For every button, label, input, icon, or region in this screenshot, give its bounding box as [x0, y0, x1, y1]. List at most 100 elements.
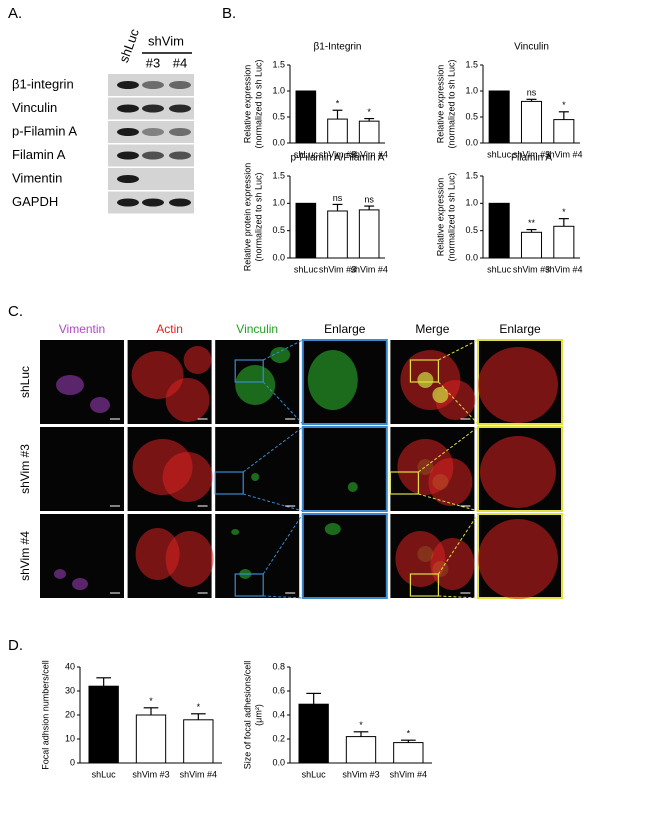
cell-signal: [251, 473, 260, 481]
cell-signal: [165, 531, 214, 587]
error-bar: [526, 228, 537, 233]
roi-link: [438, 339, 479, 361]
x-tick-label: shVim #4: [390, 769, 427, 779]
y-tick-label: 0: [70, 757, 75, 767]
cell-signal: [183, 346, 212, 374]
blot-strip: [108, 168, 194, 190]
micrograph: [215, 427, 300, 511]
y-tick-label: 0.0: [272, 252, 285, 262]
blot-band: [117, 175, 139, 183]
y-axis-label: Focal adhsion numbers/cell: [40, 660, 50, 770]
y-tick-label: 1.5: [272, 59, 285, 69]
significance-label: *: [407, 729, 411, 739]
x-tick-label: shVim #3: [342, 769, 379, 779]
cell-signal: [428, 458, 473, 506]
blot-band: [117, 151, 139, 160]
roi-link: [242, 426, 304, 473]
error-bar: [96, 677, 112, 687]
significance-label: **: [528, 218, 536, 228]
cell-signal: [54, 569, 66, 579]
error-bar: [526, 98, 537, 102]
y-tick-label: 1.0: [465, 198, 478, 208]
error-bar: [364, 205, 375, 210]
chart-title: Vinculin: [514, 42, 549, 53]
blot-band: [142, 128, 164, 136]
blot-strip: [108, 121, 194, 143]
blot-row-label: GAPDH: [12, 194, 58, 209]
x-tick-label: shLuc: [294, 264, 319, 274]
y-tick-label: 0.2: [272, 733, 285, 743]
column-header: Enlarge: [499, 322, 541, 336]
bar: [135, 714, 167, 764]
roi-box: [234, 573, 264, 597]
roi-box: [234, 359, 264, 383]
y-tick-label: 1.5: [465, 170, 478, 180]
panel-label: A.: [8, 5, 22, 22]
column-header: Actin: [156, 322, 183, 336]
cell-signal: [417, 546, 434, 562]
bar: [295, 90, 317, 144]
y-tick-label: 0.0: [272, 137, 285, 147]
y-tick-label: 40: [65, 661, 75, 671]
error-bar: [332, 203, 343, 211]
bar: [327, 118, 348, 144]
x-tick-label: shVim #4: [350, 264, 387, 274]
roi-link: [418, 426, 479, 473]
x-tick-label: shLuc: [487, 264, 512, 274]
bar: [520, 231, 543, 259]
x-tick-label: shVim #4: [545, 149, 582, 159]
blot-band: [142, 151, 164, 160]
y-tick-label: 0.5: [465, 111, 478, 121]
blot-row-label: Filamin A: [12, 147, 66, 162]
roi-box: [409, 359, 439, 383]
blot-band: [142, 198, 164, 207]
chart-title: β1-Integrin: [314, 42, 362, 53]
roi-link: [263, 595, 303, 599]
error-bar: [332, 109, 343, 120]
y-axis-label: Relative expression: [435, 178, 445, 257]
blot-band: [117, 104, 139, 113]
lane-label: #3: [146, 55, 160, 70]
roi-link: [262, 339, 304, 361]
bar: [88, 685, 119, 764]
blot-band: [142, 81, 164, 89]
y-axis-label: (normalized to sh Luc): [253, 172, 263, 261]
blot-band: [169, 104, 191, 113]
cell-signal: [347, 482, 358, 492]
roi-link: [418, 493, 479, 512]
y-axis-label: Relative expression: [435, 65, 445, 144]
significance-label: *: [562, 207, 566, 217]
blot-band: [117, 128, 139, 136]
x-tick-label: shVim #3: [132, 769, 169, 779]
bar: [358, 209, 380, 259]
micrograph: [301, 513, 388, 599]
y-axis-label: Relative protein expression: [242, 163, 252, 272]
y-tick-label: 0.5: [272, 225, 285, 235]
bar: [295, 202, 317, 259]
lane-label: shLuc: [116, 26, 142, 64]
lane-label: #4: [173, 55, 187, 70]
x-tick-label: shVim #3: [513, 149, 550, 159]
significance-label: ns: [527, 88, 537, 98]
error-bar: [558, 111, 569, 120]
error-bar: [190, 713, 206, 720]
bar: [298, 703, 329, 764]
y-axis-label: (μm²): [253, 704, 263, 726]
y-tick-label: 30: [65, 685, 75, 695]
cell-signal: [478, 519, 558, 599]
blot-band: [169, 198, 191, 207]
cell-signal: [430, 538, 475, 590]
error-bar: [558, 218, 569, 227]
blot-row-label: Vinculin: [12, 100, 57, 115]
x-tick-label: shVim #3: [319, 264, 356, 274]
significance-label: ns: [364, 194, 374, 204]
cell-signal: [165, 378, 210, 422]
bar: [488, 202, 510, 259]
bar: [488, 90, 510, 144]
y-tick-label: 1.5: [272, 170, 285, 180]
bar: [345, 736, 377, 764]
x-tick-label: shVim #4: [180, 769, 217, 779]
y-tick-label: 10: [65, 733, 75, 743]
x-tick-label: shLuc: [294, 149, 319, 159]
